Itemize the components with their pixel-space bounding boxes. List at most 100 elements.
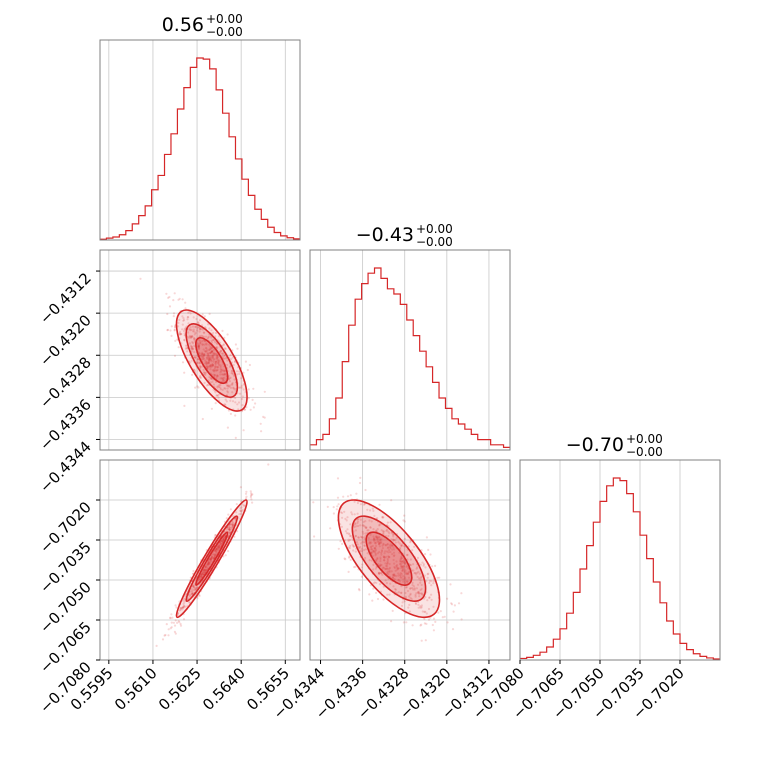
scatter-point bbox=[386, 560, 389, 564]
scatter-point bbox=[386, 562, 389, 565]
param-title-value: −0.43 bbox=[356, 224, 414, 246]
scatter-point bbox=[400, 560, 403, 563]
scatter-point bbox=[363, 544, 366, 547]
scatter-point bbox=[216, 365, 220, 369]
scatter-point bbox=[414, 601, 417, 605]
scatter-point bbox=[378, 550, 381, 554]
scatter-point bbox=[182, 602, 185, 606]
scatter-point bbox=[352, 545, 355, 548]
scatter-point bbox=[391, 576, 394, 579]
scatter-point bbox=[201, 335, 204, 338]
scatter-point bbox=[426, 576, 429, 579]
scatter-point bbox=[190, 350, 193, 353]
scatter-point bbox=[210, 556, 213, 560]
scatter-point bbox=[238, 513, 241, 516]
scatter-point bbox=[400, 566, 403, 569]
scatter-point bbox=[424, 566, 427, 569]
scatter-point bbox=[187, 322, 190, 325]
scatter-point bbox=[198, 362, 201, 365]
scatter-point bbox=[432, 582, 435, 585]
scatter-point bbox=[371, 544, 374, 548]
scatter-point bbox=[226, 333, 229, 336]
scatter-point bbox=[247, 388, 250, 391]
scatter-point bbox=[231, 523, 234, 526]
scatter-point bbox=[210, 341, 213, 344]
scatter-point bbox=[169, 617, 172, 620]
scatter-point bbox=[389, 550, 392, 554]
scatter-point bbox=[173, 292, 176, 295]
scatter-point bbox=[215, 547, 218, 550]
scatter-point bbox=[202, 368, 205, 371]
scatter-point bbox=[205, 362, 208, 365]
scatter-point bbox=[182, 329, 185, 333]
param-title-lower: −0.00 bbox=[416, 235, 453, 249]
scatter-point bbox=[202, 357, 205, 360]
scatter-point bbox=[187, 311, 190, 314]
scatter-point bbox=[190, 336, 193, 339]
scatter-point bbox=[206, 353, 209, 356]
scatter-point bbox=[196, 326, 199, 329]
scatter-point bbox=[212, 358, 215, 362]
scatter-point bbox=[262, 415, 265, 418]
scatter-point bbox=[418, 592, 421, 595]
scatter-point bbox=[181, 315, 184, 318]
scatter-point bbox=[200, 334, 203, 337]
scatter-point bbox=[197, 361, 200, 364]
scatter-point bbox=[184, 301, 187, 304]
scatter-point bbox=[379, 560, 382, 563]
scatter-point bbox=[203, 371, 206, 374]
scatter-point bbox=[229, 386, 233, 389]
scatter-point bbox=[332, 506, 335, 509]
scatter-point bbox=[206, 354, 209, 357]
scatter-point bbox=[239, 392, 242, 395]
scatter-point bbox=[209, 357, 212, 360]
scatter-point bbox=[432, 629, 435, 632]
scatter-point bbox=[381, 516, 384, 519]
scatter-point bbox=[203, 569, 206, 572]
scatter-point bbox=[173, 630, 176, 634]
scatter-point bbox=[240, 506, 243, 509]
scatter-point bbox=[378, 536, 381, 539]
scatter-point bbox=[213, 550, 217, 553]
scatter-point bbox=[378, 572, 381, 575]
scatter-point bbox=[204, 566, 207, 569]
scatter-point bbox=[342, 495, 345, 498]
scatter-point bbox=[393, 578, 396, 581]
scatter-point bbox=[201, 340, 204, 343]
scatter-point bbox=[382, 516, 385, 519]
scatter-point bbox=[387, 573, 390, 576]
scatter-point bbox=[216, 356, 219, 360]
scatter-point bbox=[163, 634, 166, 637]
scatter-point bbox=[392, 535, 395, 538]
scatter-point bbox=[201, 352, 204, 355]
scatter-point bbox=[400, 591, 403, 594]
scatter-point bbox=[414, 593, 417, 597]
scatter-point bbox=[396, 568, 399, 571]
scatter-point bbox=[380, 529, 383, 532]
scatter-point bbox=[409, 592, 412, 595]
scatter-point bbox=[201, 351, 204, 354]
scatter-point bbox=[217, 546, 220, 550]
scatter-point bbox=[194, 386, 197, 389]
scatter-point bbox=[182, 604, 185, 608]
scatter-point bbox=[191, 589, 194, 593]
scatter-point bbox=[216, 394, 219, 397]
scatter-point bbox=[378, 543, 381, 546]
scatter-point bbox=[425, 622, 428, 626]
scatter-point bbox=[385, 529, 388, 533]
scatter-point bbox=[192, 316, 195, 319]
scatter-point bbox=[419, 605, 422, 608]
scatter-point bbox=[177, 321, 180, 324]
scatter-point bbox=[423, 622, 426, 625]
scatter-point bbox=[419, 606, 422, 609]
scatter-point bbox=[414, 602, 418, 606]
scatter-point bbox=[392, 585, 395, 588]
scatter-point bbox=[209, 365, 212, 369]
scatter-point bbox=[393, 548, 396, 551]
scatter-point bbox=[379, 542, 382, 545]
scatter-point bbox=[249, 494, 253, 497]
scatter-point bbox=[183, 404, 186, 407]
scatter-point bbox=[209, 557, 212, 561]
scatter-point bbox=[203, 343, 206, 346]
scatter-point bbox=[381, 566, 384, 569]
